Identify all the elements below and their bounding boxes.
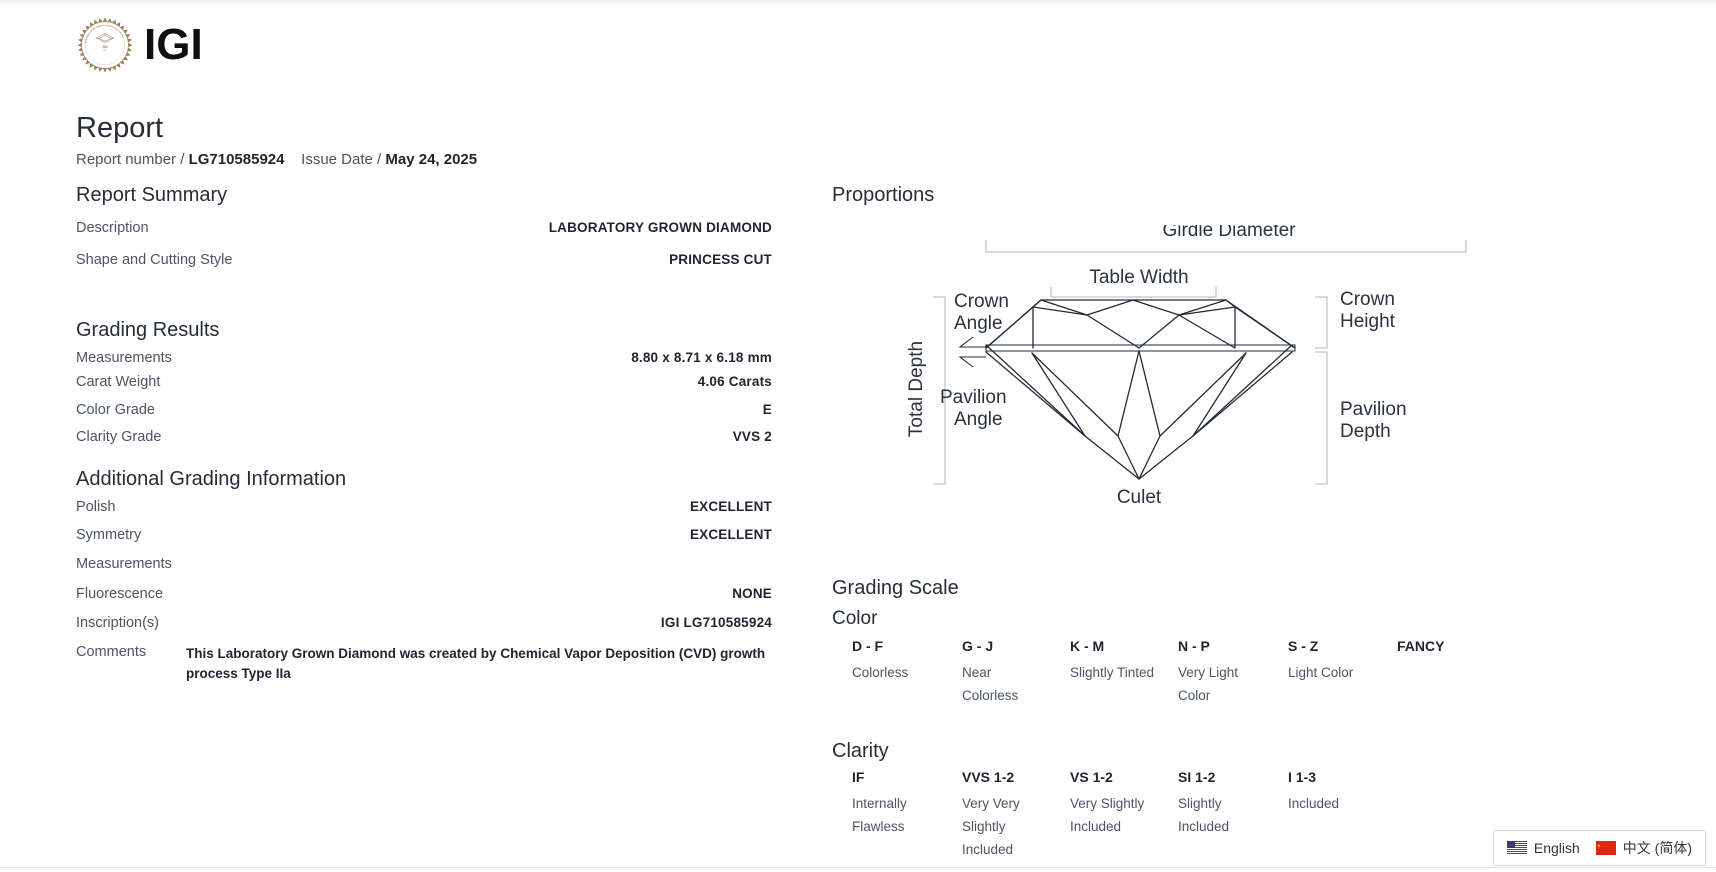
svg-text:Angle: Angle <box>954 313 1003 334</box>
svg-text:Crown: Crown <box>1340 289 1395 310</box>
svg-text:Pavilion: Pavilion <box>1340 399 1407 420</box>
svg-text:Height: Height <box>1340 311 1396 332</box>
svg-text:Crown: Crown <box>954 291 1009 312</box>
svg-text:Angle: Angle <box>954 409 1003 430</box>
svg-text:Total Depth: Total Depth <box>906 341 927 437</box>
svg-text:Pavilion: Pavilion <box>940 387 1007 408</box>
svg-text:Culet: Culet <box>1117 487 1162 508</box>
svg-text:Table Width: Table Width <box>1089 267 1188 288</box>
svg-text:Depth: Depth <box>1340 421 1391 442</box>
svg-text:Girdle Diameter: Girdle Diameter <box>1162 225 1296 241</box>
